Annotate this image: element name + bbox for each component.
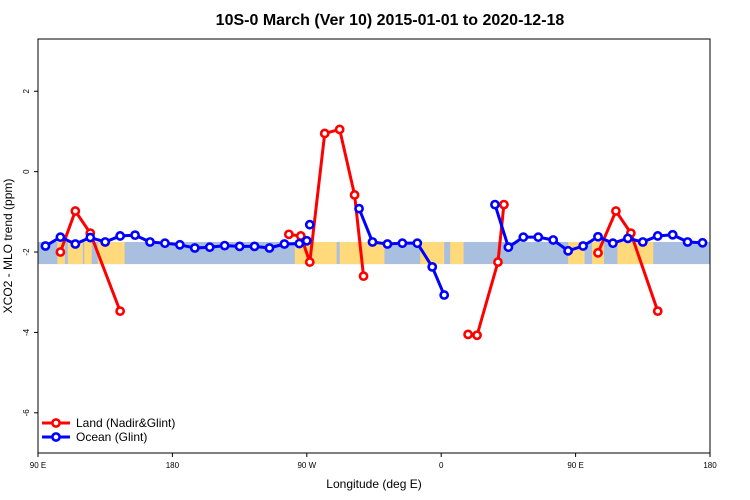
series-1-point (593, 231, 603, 242)
series-1-point (145, 237, 155, 247)
series-1-point (294, 238, 305, 249)
series-1-point (412, 238, 423, 249)
x-tick-label-3: 0 (439, 461, 444, 470)
series-1 (40, 199, 708, 300)
land-band-2 (84, 241, 92, 265)
series-1-point (490, 199, 500, 210)
series-0-point (55, 247, 66, 257)
legend-entry-1: Ocean (Glint) (42, 430, 147, 444)
series-1-point (219, 240, 230, 251)
series-1-point (304, 219, 315, 230)
series-1-point (55, 232, 66, 243)
series-0-point (652, 306, 663, 317)
y-tick-label-3: -4 (22, 328, 31, 336)
x-axis-label: Longitude (deg E) (326, 477, 421, 491)
series-1-point (652, 231, 663, 241)
chart-title: 10S-0 March (Ver 10) 2015-01-01 to 2020-… (216, 12, 565, 29)
y-tick-label-0: 2 (22, 88, 31, 93)
series-0-line-3 (596, 209, 660, 312)
legend-marker-1 (51, 432, 61, 442)
series-1-point (439, 290, 450, 300)
series-1-point (85, 232, 96, 243)
series-1-point (174, 239, 185, 250)
series-0-point (304, 257, 315, 267)
series-1-point (189, 243, 200, 253)
series-0-point (334, 124, 345, 135)
land-band-1 (67, 241, 83, 265)
plot-frame (37, 38, 711, 454)
series-1-point (40, 241, 51, 251)
series-layer (40, 124, 708, 341)
series-1-point (249, 241, 260, 252)
series-1-point (578, 241, 588, 251)
series-1-point (697, 237, 708, 248)
y-axis: 2 0 -2 -4 -6 (22, 88, 38, 416)
series-1-point (100, 237, 111, 247)
series-1-point (115, 231, 126, 241)
series-0-point (115, 306, 126, 317)
series-1-point (367, 237, 378, 247)
series-1-point (608, 238, 618, 249)
x-tick-label-1: 180 (166, 461, 180, 470)
series-0-point (463, 329, 473, 340)
series-1-point (70, 239, 81, 249)
series-1-point (130, 230, 140, 241)
series-0-point (611, 206, 621, 216)
series-1-point (518, 232, 529, 243)
series-1-point (301, 235, 312, 246)
legend-entry-0: Land (Nadir&Glint) (42, 416, 175, 430)
series-1-point (279, 239, 290, 249)
y-tick-label-1: 0 (22, 169, 31, 174)
series-1-point (682, 237, 693, 247)
land-band-10 (617, 241, 654, 265)
series-1-point (382, 239, 393, 249)
y-tick-label-4: -6 (22, 409, 31, 417)
x-axis: 90 E 180 90 W 0 90 E 180 (30, 453, 717, 470)
x-tick-label-4: 90 E (567, 461, 583, 470)
legend: Land (Nadir&Glint)Ocean (Glint) (42, 416, 175, 444)
y-tick-label-2: -2 (22, 248, 31, 256)
series-0-point (70, 206, 81, 216)
series-1-point (503, 242, 514, 253)
series-1-point (264, 243, 275, 253)
land-band-7 (450, 241, 464, 265)
series-0 (55, 124, 663, 341)
series-1-point (397, 238, 408, 249)
x-tick-label-2: 90 W (297, 461, 316, 470)
series-0-point (349, 190, 360, 200)
series-1-point (427, 262, 438, 272)
series-1-point (160, 238, 170, 249)
series-1-point (622, 233, 633, 244)
x-tick-label-0: 90 E (30, 461, 46, 470)
series-0-point (358, 271, 369, 282)
series-1-point (354, 203, 364, 214)
series-1-point (533, 232, 544, 243)
series-0-point (499, 199, 509, 210)
series-1-point (548, 235, 559, 245)
series-0-point (283, 229, 294, 240)
legend-label-1: Ocean (Glint) (76, 430, 147, 444)
series-1-point (667, 229, 678, 240)
x-tick-label-5: 180 (703, 461, 717, 470)
series-0-point (472, 330, 482, 341)
series-1-point (637, 237, 648, 247)
y-axis-label: XCO2 - MLO trend (ppm) (1, 179, 15, 314)
series-0-point (493, 257, 503, 267)
land-band-3 (97, 241, 125, 265)
series-0-line-2 (467, 204, 506, 337)
series-1-point (204, 242, 215, 253)
series-0-line-0 (58, 209, 122, 312)
series-0-point (593, 247, 603, 258)
series-1-point (563, 245, 574, 256)
series-0-point (319, 128, 330, 139)
legend-marker-0 (51, 418, 61, 428)
legend-label-0: Land (Nadir&Glint) (76, 416, 175, 430)
series-1-point (234, 241, 245, 252)
